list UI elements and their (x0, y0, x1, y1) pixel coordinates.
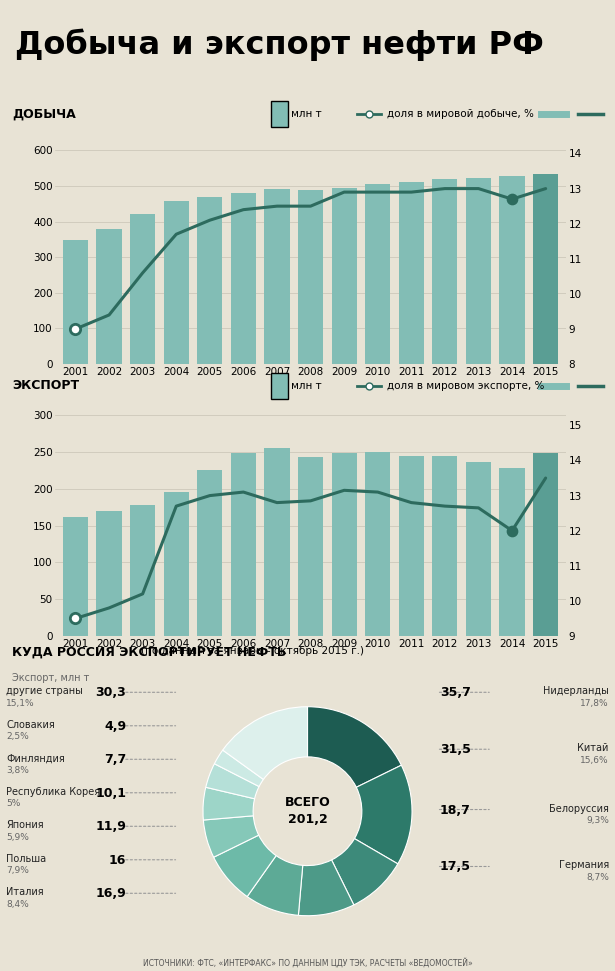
Text: ВСЕГО
201,2: ВСЕГО 201,2 (285, 796, 330, 826)
Text: 8,4%: 8,4% (6, 900, 29, 909)
Bar (365, 452, 391, 636)
Bar (499, 468, 525, 636)
Text: ДОБЫЧА: ДОБЫЧА (12, 108, 76, 120)
Text: 10,1: 10,1 (95, 787, 126, 800)
Text: 35,7: 35,7 (440, 686, 470, 699)
Text: 15,6%: 15,6% (580, 756, 609, 765)
Bar (231, 453, 256, 636)
Text: 30,3: 30,3 (95, 686, 126, 699)
Point (71, 321, 81, 337)
Point (507, 523, 517, 539)
Text: Нидерланды: Нидерланды (543, 686, 609, 696)
Bar (399, 182, 424, 364)
Text: Германия: Германия (558, 860, 609, 870)
Text: Китай: Китай (577, 743, 609, 753)
Wedge shape (204, 816, 259, 857)
Text: Италия: Италия (6, 887, 44, 897)
Text: Словакия: Словакия (6, 720, 55, 730)
Bar (533, 174, 558, 364)
Bar (197, 470, 223, 636)
Text: 31,5: 31,5 (440, 743, 470, 756)
Bar (164, 201, 189, 364)
Bar (365, 184, 391, 364)
Wedge shape (206, 764, 259, 799)
Bar (331, 453, 357, 636)
Text: млн т: млн т (291, 381, 322, 391)
Text: 2,5%: 2,5% (6, 732, 29, 742)
Text: 18,7: 18,7 (440, 804, 470, 817)
Point (507, 191, 517, 207)
Wedge shape (308, 707, 402, 787)
FancyBboxPatch shape (271, 373, 288, 399)
Bar (97, 228, 122, 364)
Point (71, 611, 81, 626)
Text: доля в мировой добыче, %: доля в мировой добыче, % (387, 109, 534, 119)
Bar (197, 196, 223, 364)
Text: ЭКСПОРТ: ЭКСПОРТ (12, 380, 79, 392)
Bar (130, 214, 155, 364)
Wedge shape (215, 751, 263, 787)
Bar (130, 505, 155, 636)
Bar (432, 180, 458, 364)
Text: 5%: 5% (6, 799, 20, 809)
Text: 7,7: 7,7 (104, 753, 126, 766)
Bar (298, 457, 323, 636)
Wedge shape (247, 855, 303, 916)
Text: (по данным за январь – октябрь 2015 г.): (по данным за январь – октябрь 2015 г.) (141, 646, 365, 656)
Bar (231, 193, 256, 364)
Wedge shape (331, 839, 398, 905)
Bar (466, 461, 491, 636)
Bar (499, 176, 525, 364)
Wedge shape (298, 860, 354, 916)
Text: млн т: млн т (291, 109, 322, 119)
FancyBboxPatch shape (271, 101, 288, 127)
Text: доля в мировом экспорте, %: доля в мировом экспорте, % (387, 381, 545, 391)
Text: 16: 16 (109, 854, 126, 867)
Bar (264, 449, 290, 636)
Bar (298, 190, 323, 364)
Bar (63, 240, 88, 364)
Wedge shape (203, 787, 255, 820)
Wedge shape (354, 765, 412, 864)
Text: 17,5: 17,5 (440, 860, 470, 874)
Wedge shape (223, 707, 308, 780)
Text: Республика Корея: Республика Корея (6, 787, 100, 797)
Bar (399, 456, 424, 636)
Bar (533, 453, 558, 636)
Wedge shape (213, 835, 276, 896)
Text: 4,9: 4,9 (104, 720, 126, 733)
Bar (331, 188, 357, 364)
Bar (264, 189, 290, 364)
Text: 17,8%: 17,8% (580, 699, 609, 708)
Text: Финляндия: Финляндия (6, 753, 65, 763)
Text: Добыча и экспорт нефти РФ: Добыча и экспорт нефти РФ (15, 28, 544, 60)
Bar (164, 492, 189, 636)
Bar (97, 511, 122, 636)
Text: 9,3%: 9,3% (586, 817, 609, 825)
Text: 8,7%: 8,7% (586, 873, 609, 883)
Bar (63, 517, 88, 636)
Text: Япония: Япония (6, 820, 44, 830)
Text: 5,9%: 5,9% (6, 833, 29, 842)
Text: 3,8%: 3,8% (6, 766, 29, 775)
Text: 11,9: 11,9 (95, 820, 126, 833)
Bar (432, 456, 458, 636)
Text: 15,1%: 15,1% (6, 699, 35, 708)
Text: другие страны: другие страны (6, 686, 83, 696)
Text: Польша: Польша (6, 854, 46, 864)
Text: ИСТОЧНИКИ: ФТС, «ИНТЕРФАКС» ПО ДАННЫМ ЦДУ ТЭК, РАСЧЕТЫ «ВЕДОМОСТЕЙ»: ИСТОЧНИКИ: ФТС, «ИНТЕРФАКС» ПО ДАННЫМ ЦД… (143, 957, 472, 968)
Text: Экспорт, млн т: Экспорт, млн т (12, 673, 90, 683)
Text: Белоруссия: Белоруссия (549, 804, 609, 814)
Text: 16,9: 16,9 (95, 887, 126, 900)
Text: 7,9%: 7,9% (6, 866, 29, 876)
Text: КУДА РОССИЯ ЭКСПОРТИРУЕТ НЕФТЬ: КУДА РОССИЯ ЭКСПОРТИРУЕТ НЕФТЬ (12, 646, 287, 659)
Bar (466, 178, 491, 364)
